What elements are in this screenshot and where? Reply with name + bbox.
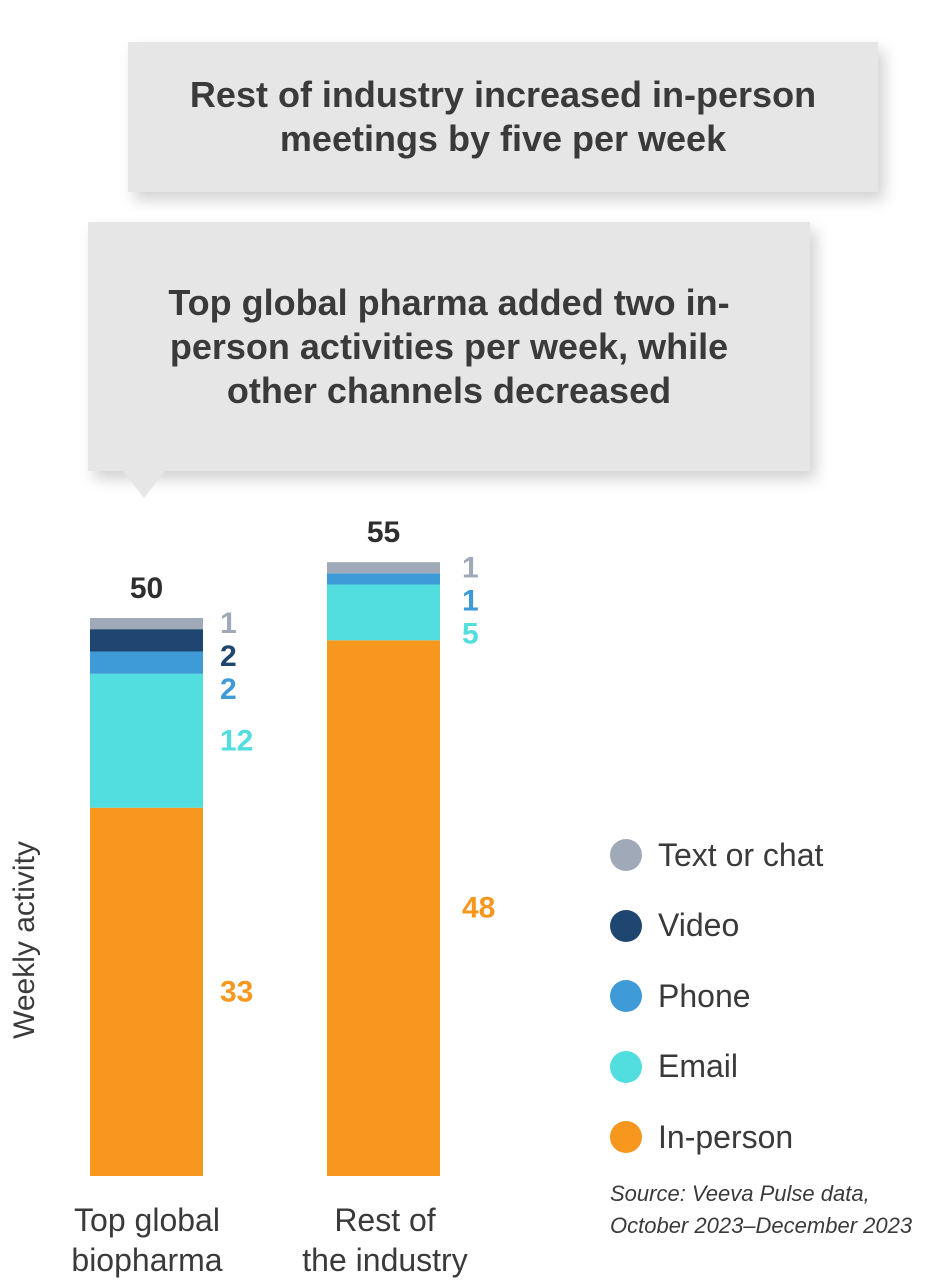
bar-segment-email bbox=[90, 673, 203, 808]
legend-swatch bbox=[610, 909, 642, 942]
legend-label: In-person bbox=[658, 1118, 794, 1155]
bar-segment-text-or-chat bbox=[327, 562, 440, 574]
legend-swatch bbox=[610, 839, 642, 872]
category-label-top-global-biopharma: Top global biopharma bbox=[27, 1200, 267, 1280]
legend-item-video: Video bbox=[610, 891, 823, 962]
legend-item-text-or-chat: Text or chat bbox=[610, 820, 823, 891]
total-label: 50 bbox=[130, 572, 163, 605]
value-label-email: 12 bbox=[220, 724, 253, 757]
value-label-email: 5 bbox=[462, 617, 479, 650]
category-label-rest-of-industry: Rest of the industry bbox=[265, 1200, 505, 1280]
value-label-text-or-chat: 1 bbox=[462, 551, 479, 584]
source-line: Source: Veeva Pulse data, bbox=[610, 1181, 870, 1206]
legend-swatch bbox=[610, 980, 642, 1013]
callout-bottom-text: Top global pharma added two in-person ac… bbox=[168, 281, 730, 411]
category-label-line: the industry bbox=[302, 1242, 468, 1278]
value-label-in-person: 48 bbox=[462, 892, 495, 925]
bar-segment-phone bbox=[327, 573, 440, 585]
category-label-line: Rest of bbox=[334, 1202, 436, 1238]
bar-segment-text-or-chat bbox=[90, 618, 203, 630]
source-note: Source: Veeva Pulse data, October 2023–D… bbox=[610, 1178, 912, 1242]
bar-segment-video bbox=[90, 629, 203, 652]
bar-segment-in-person bbox=[90, 807, 203, 1176]
value-label-phone: 1 bbox=[462, 584, 479, 617]
chart-legend: Text or chat Video Phone Email In-person bbox=[610, 820, 823, 1173]
callout-pointer bbox=[122, 470, 166, 498]
legend-label: Email bbox=[658, 1048, 739, 1085]
source-line: October 2023–December 2023 bbox=[610, 1213, 913, 1238]
bar-segment-phone bbox=[90, 651, 203, 674]
legend-label: Video bbox=[658, 907, 740, 944]
bar-segment-email bbox=[327, 584, 440, 641]
callout-top-global-pharma: Top global pharma added two in-person ac… bbox=[88, 222, 810, 471]
value-label-text-or-chat: 1 bbox=[220, 607, 237, 640]
bar-segment-in-person bbox=[327, 640, 440, 1176]
total-label: 55 bbox=[367, 516, 400, 549]
legend-label: Text or chat bbox=[658, 836, 824, 873]
legend-swatch bbox=[610, 1050, 642, 1083]
value-label-in-person: 33 bbox=[220, 975, 253, 1008]
value-label-video: 2 bbox=[220, 640, 237, 673]
value-label-phone: 2 bbox=[220, 673, 237, 706]
legend-item-in-person: In-person bbox=[610, 1102, 823, 1173]
callout-top-text: Rest of industry increased in-person mee… bbox=[189, 74, 817, 159]
legend-label: Phone bbox=[658, 977, 751, 1014]
legend-item-email: Email bbox=[610, 1032, 823, 1103]
category-label-line: Top global bbox=[74, 1202, 220, 1238]
category-label-line: biopharma bbox=[71, 1242, 223, 1278]
legend-item-phone: Phone bbox=[610, 961, 823, 1032]
legend-swatch bbox=[610, 1121, 642, 1154]
callout-rest-of-industry: Rest of industry increased in-person mee… bbox=[128, 42, 878, 192]
